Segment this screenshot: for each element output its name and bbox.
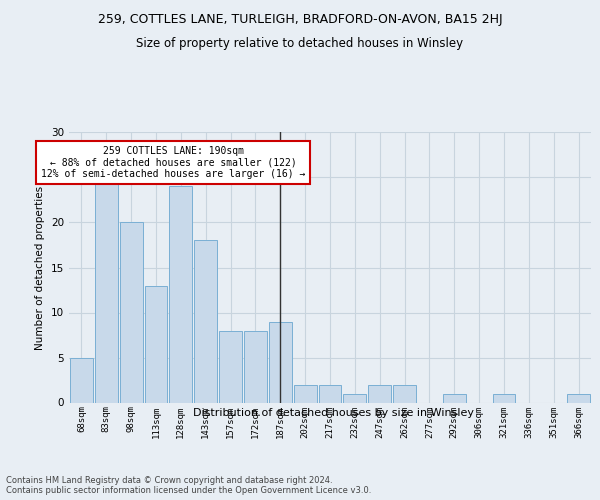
Bar bbox=[145, 286, 167, 403]
Bar bbox=[567, 394, 590, 402]
Bar bbox=[95, 178, 118, 402]
Bar bbox=[368, 384, 391, 402]
Bar bbox=[120, 222, 143, 402]
Bar bbox=[343, 394, 366, 402]
Text: Distribution of detached houses by size in Winsley: Distribution of detached houses by size … bbox=[193, 408, 473, 418]
Text: Size of property relative to detached houses in Winsley: Size of property relative to detached ho… bbox=[136, 38, 464, 51]
Bar bbox=[493, 394, 515, 402]
Bar bbox=[194, 240, 217, 402]
Bar bbox=[169, 186, 192, 402]
Bar bbox=[393, 384, 416, 402]
Text: 259 COTTLES LANE: 190sqm
← 88% of detached houses are smaller (122)
12% of semi-: 259 COTTLES LANE: 190sqm ← 88% of detach… bbox=[41, 146, 305, 179]
Bar bbox=[443, 394, 466, 402]
Text: Contains HM Land Registry data © Crown copyright and database right 2024.
Contai: Contains HM Land Registry data © Crown c… bbox=[6, 476, 371, 495]
Bar bbox=[70, 358, 93, 403]
Bar bbox=[294, 384, 317, 402]
Y-axis label: Number of detached properties: Number of detached properties bbox=[35, 186, 46, 350]
Text: 259, COTTLES LANE, TURLEIGH, BRADFORD-ON-AVON, BA15 2HJ: 259, COTTLES LANE, TURLEIGH, BRADFORD-ON… bbox=[98, 12, 502, 26]
Bar bbox=[244, 330, 267, 402]
Bar bbox=[219, 330, 242, 402]
Bar bbox=[319, 384, 341, 402]
Bar bbox=[269, 322, 292, 402]
